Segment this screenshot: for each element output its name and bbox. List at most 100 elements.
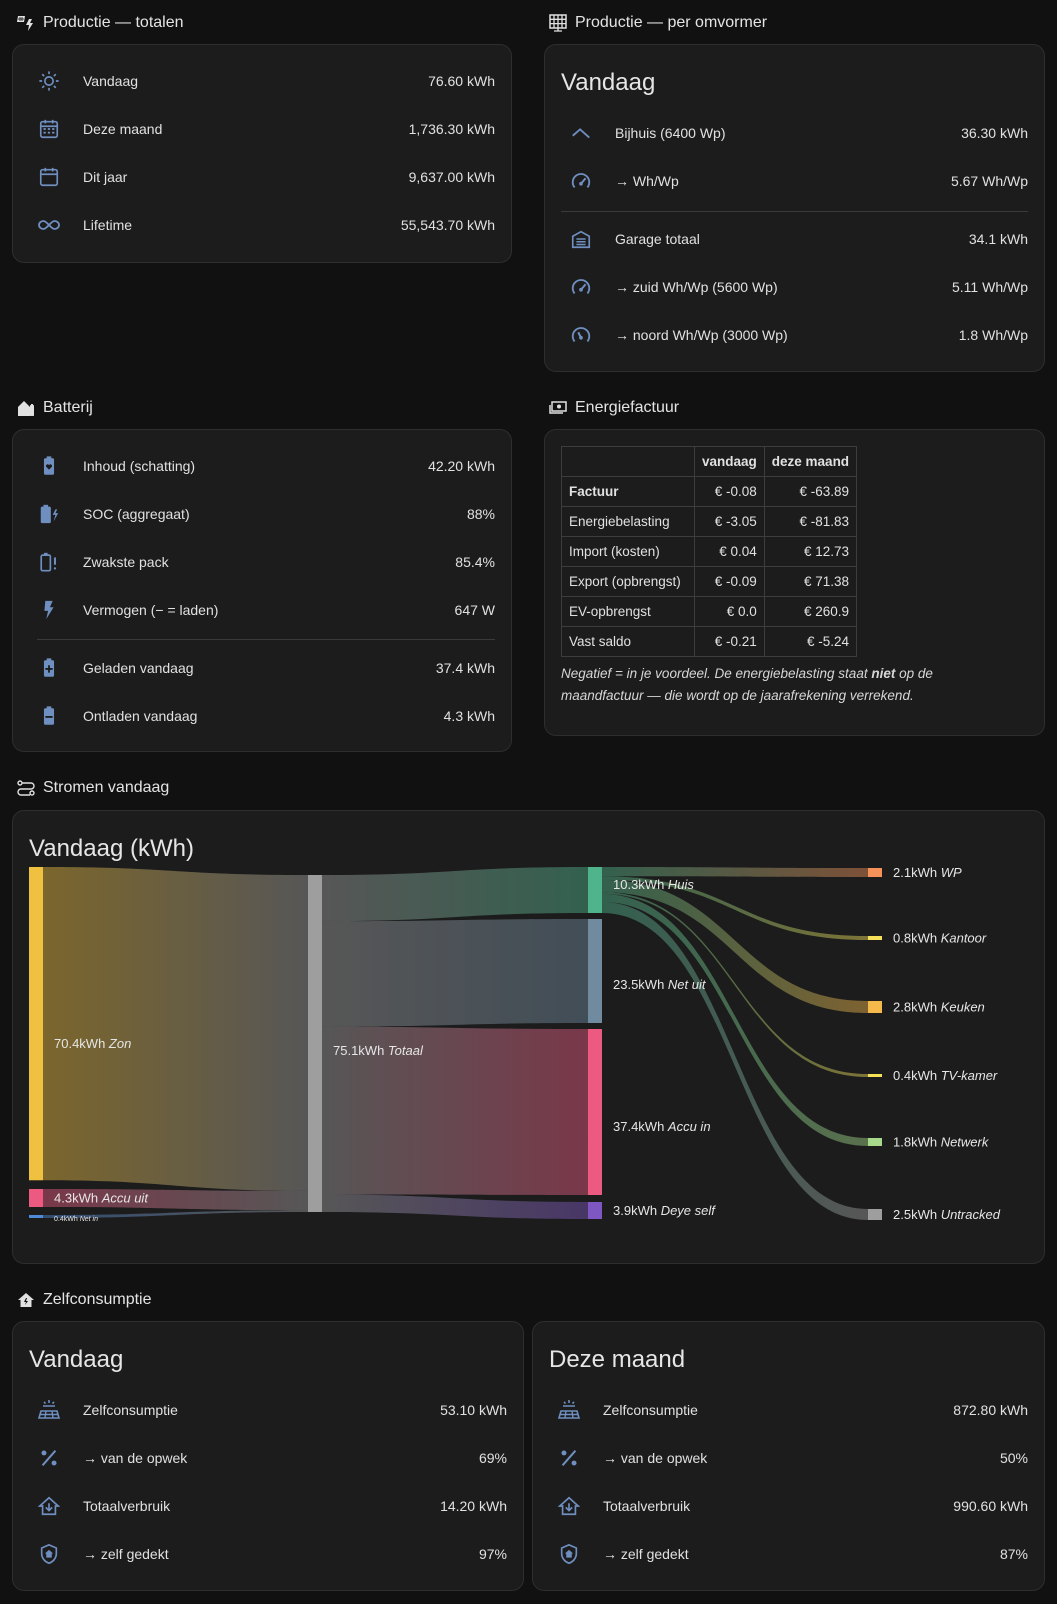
sankey-node-kantoor[interactable] <box>868 936 882 940</box>
sankey-label-totaal: 75.1kWh Totaal <box>333 1043 424 1058</box>
entity-row-total-consumption[interactable]: Totaalverbruik 14.20 kWh <box>13 1482 523 1530</box>
sankey-link-huis-keuken <box>602 879 868 1013</box>
entity-row-lifetime[interactable]: Lifetime 55,543.70 kWh <box>13 201 511 249</box>
garage-icon <box>569 227 593 251</box>
sankey-node-huis[interactable] <box>588 867 602 913</box>
transit-connection-icon <box>17 779 35 797</box>
row-value: 34.1 kWh <box>968 231 1028 247</box>
sankey-node-net_in[interactable] <box>29 1215 43 1218</box>
row-label: Dit jaar <box>83 169 128 185</box>
bill-month-value: € -5.24 <box>763 626 858 657</box>
entity-row-battery-content[interactable]: Inhoud (schatting) 42.20 kWh <box>13 442 511 490</box>
card-header: Vandaag <box>561 69 656 96</box>
sankey-chart: 70.4kWh Zon 4.3kWh Accu uit 0.4kWh Net in 7… <box>29 865 1001 1223</box>
entity-row-this-year[interactable]: Dit jaar 9,637.00 kWh <box>13 153 511 201</box>
entity-row-weakest-pack[interactable]: Zwakste pack 85.4% <box>13 538 511 586</box>
bill-col-header: vandaag <box>694 446 765 477</box>
bill-row-label: Factuur <box>561 476 695 507</box>
bill-row-factuur: Factuur € -0.08 € -63.89 <box>561 476 858 507</box>
sankey-node-netwerk[interactable] <box>868 1138 882 1146</box>
calendar-icon <box>37 165 61 189</box>
entity-row-garage-total[interactable]: Garage totaal 34.1 kWh <box>545 215 1044 263</box>
row-label: → zelf gedekt <box>603 1546 689 1562</box>
section-title-flows: Stromen vandaag <box>17 777 169 799</box>
self-consumption-month-card: Deze maand Zelfconsumptie 872.80 kWh → v… <box>532 1321 1045 1591</box>
sankey-link-huis-untracked <box>602 901 868 1220</box>
row-label: Geladen vandaag <box>83 660 194 676</box>
sankey-label-zon: 70.4kWh Zon <box>54 1036 131 1051</box>
flash-icon <box>37 598 61 622</box>
entity-row-power[interactable]: Vermogen (− = laden) 647 W <box>13 586 511 634</box>
battery-card: Inhoud (schatting) 42.20 kWh SOC (aggreg… <box>12 429 512 752</box>
entity-row-wh-wp[interactable]: → Wh/Wp 5.67 Wh/Wp <box>545 157 1044 205</box>
bill-row-export: Export (opbrengst) € -0.09 € 71.38 <box>561 566 858 597</box>
sankey-node-keuken[interactable] <box>868 1001 882 1013</box>
home-battery-icon <box>17 399 35 417</box>
row-value: 4.3 kWh <box>443 708 495 724</box>
shield-home-icon <box>37 1542 61 1566</box>
sun-icon <box>37 69 61 93</box>
row-value: 872.80 kWh <box>953 1402 1028 1418</box>
row-label: Zelfconsumptie <box>83 1402 178 1418</box>
bill-col-header: deze maand <box>763 446 858 477</box>
row-value: 990.60 kWh <box>953 1498 1028 1514</box>
sankey-node-tvkamer[interactable] <box>868 1074 882 1077</box>
sankey-node-deye_self[interactable] <box>588 1202 602 1219</box>
row-value: 97% <box>478 1546 507 1562</box>
sankey-node-totaal[interactable] <box>308 875 322 1212</box>
section-title-production-totals: Productie — totalen <box>17 12 184 34</box>
entity-row-self-covered[interactable]: → zelf gedekt 97% <box>13 1530 523 1578</box>
entity-row-charged-today[interactable]: Geladen vandaag 37.4 kWh <box>13 644 511 692</box>
sankey-node-net_uit[interactable] <box>588 919 602 1023</box>
row-value: 55,543.70 kWh <box>400 217 495 233</box>
entity-row-bijhuis[interactable]: Bijhuis (6400 Wp) 36.30 kWh <box>545 109 1044 157</box>
entity-row-this-month[interactable]: Deze maand 1,736.30 kWh <box>13 105 511 153</box>
row-label: → noord Wh/Wp (3000 Wp) <box>615 327 788 343</box>
entity-row-discharged-today[interactable]: Ontladen vandaag 4.3 kWh <box>13 692 511 740</box>
sankey-label-keuken: 2.8kWh Keuken <box>893 1000 985 1015</box>
bill-month-value: € -63.89 <box>763 476 858 507</box>
entity-row-north-wh-wp[interactable]: → noord Wh/Wp (3000 Wp) 1.8 Wh/Wp <box>545 311 1044 359</box>
row-label: Zelfconsumptie <box>603 1402 698 1418</box>
entity-row-soc[interactable]: SOC (aggregaat) 88% <box>13 490 511 538</box>
row-value: 69% <box>478 1450 507 1466</box>
entity-row-self-covered[interactable]: → zelf gedekt 87% <box>533 1530 1044 1578</box>
battery-charging-icon <box>37 502 61 526</box>
sankey-label-accu_in: 37.4kWh Accu in <box>613 1119 711 1134</box>
row-value: 36.30 kWh <box>961 125 1028 141</box>
sankey-node-wp[interactable] <box>868 868 882 877</box>
row-value: 37.4 kWh <box>435 660 495 676</box>
calendar-month-icon <box>37 117 61 141</box>
row-label: → zuid Wh/Wp (5600 Wp) <box>615 279 778 295</box>
entity-row-self-consumption[interactable]: Zelfconsumptie 872.80 kWh <box>533 1386 1044 1434</box>
energy-bill-card: vandaag deze maand Factuur € -0.08 € -63… <box>544 429 1045 736</box>
battery-plus-icon <box>37 656 61 680</box>
sankey-node-zon[interactable] <box>29 867 43 1181</box>
sankey-labels: 70.4kWh Zon 4.3kWh Accu uit 0.4kWh Net in 7… <box>54 865 1001 1223</box>
sankey-node-accu_uit[interactable] <box>29 1189 43 1207</box>
entity-row-south-wh-wp[interactable]: → zuid Wh/Wp (5600 Wp) 5.11 Wh/Wp <box>545 263 1044 311</box>
roof-icon <box>569 121 593 145</box>
row-label: → zelf gedekt <box>83 1546 169 1562</box>
percent-icon <box>557 1446 581 1470</box>
sankey-node-accu_in[interactable] <box>588 1029 602 1195</box>
bill-row-energiebelasting: Energiebelasting € -3.05 € -81.83 <box>561 506 858 537</box>
row-value: 5.11 Wh/Wp <box>952 279 1028 295</box>
section-title-battery: Batterij <box>17 397 93 419</box>
bill-today-value: € -0.21 <box>694 626 765 657</box>
row-label: → van de opwek <box>83 1450 188 1466</box>
sankey-node-untracked[interactable] <box>868 1209 882 1220</box>
sankey-label-netwerk: 1.8kWh Netwerk <box>893 1135 990 1150</box>
row-value: 50% <box>999 1450 1028 1466</box>
bill-note-text: op de <box>895 666 933 681</box>
entity-row-share-of-production[interactable]: → van de opwek 50% <box>533 1434 1044 1482</box>
row-label: → Wh/Wp <box>615 173 679 189</box>
entity-row-today[interactable]: Vandaag 76.60 kWh <box>13 57 511 105</box>
entity-row-total-consumption[interactable]: Totaalverbruik 990.60 kWh <box>533 1482 1044 1530</box>
entity-row-self-consumption[interactable]: Zelfconsumptie 53.10 kWh <box>13 1386 523 1434</box>
row-label: Vermogen (− = laden) <box>83 602 219 618</box>
entity-row-share-of-production[interactable]: → van de opwek 69% <box>13 1434 523 1482</box>
battery-minus-icon <box>37 704 61 728</box>
row-label: → van de opwek <box>603 1450 708 1466</box>
row-value: 1.8 Wh/Wp <box>958 327 1028 343</box>
